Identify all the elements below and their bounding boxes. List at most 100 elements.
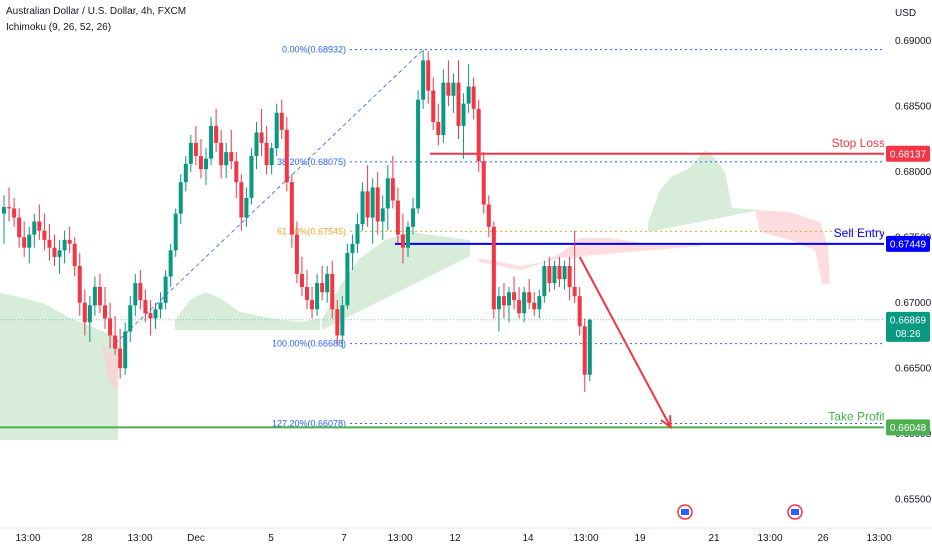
cloud-bullish [0, 293, 118, 440]
cloud-bullish [322, 232, 470, 330]
candle-body [320, 283, 325, 293]
candle-body [436, 121, 441, 136]
price-axis-tick: 0.67000 [895, 298, 932, 309]
candle-body [188, 142, 193, 164]
candle-body [32, 221, 37, 235]
candle-body [395, 200, 400, 235]
candle-body [148, 313, 153, 319]
candle-body [385, 178, 390, 209]
cloud-bearish [478, 238, 700, 270]
candle-body [234, 161, 239, 183]
time-axis-tick: 5 [268, 533, 274, 544]
candle-body [67, 239, 72, 244]
candle-body [471, 86, 476, 109]
candle-body [209, 125, 214, 159]
candle-body [491, 226, 496, 310]
candle-body [2, 207, 6, 214]
candle-body [335, 309, 340, 336]
candle-body [294, 234, 299, 274]
candle-body [542, 266, 547, 297]
candle-body [87, 305, 92, 323]
candle-body [582, 326, 587, 375]
candle-body [42, 230, 47, 240]
candle-body [224, 152, 229, 166]
candle-body [214, 125, 219, 143]
candle-body [133, 283, 138, 306]
candle-body [496, 296, 501, 310]
reference-lines: 0.00%(0.68932) 38.20%(0.68075) 61.80%(0.67… [0, 45, 886, 428]
candle-body [62, 239, 67, 251]
candle-body [128, 305, 133, 332]
price-axis-level-value: 0.66048 [890, 423, 927, 434]
candle-body [103, 305, 107, 319]
candle-body [446, 82, 451, 96]
candle-body [431, 90, 436, 122]
candle-body [244, 197, 249, 218]
candle-body [239, 182, 244, 218]
level-annotation: Sell Entry [834, 226, 885, 240]
candle-body [330, 273, 335, 310]
price-axis-level-tag [886, 235, 930, 252]
candle-body [138, 283, 143, 301]
chart-title: Australian Dollar / U.S. Dollar, 4h, FXC… [6, 6, 187, 17]
candle-body [52, 247, 57, 257]
candle-body [532, 302, 537, 310]
candle-body [370, 187, 375, 218]
time-axis-tick: 13:00 [866, 533, 891, 544]
candle-body [315, 283, 320, 310]
fib-level-label: 127.20%(0.66078) [272, 418, 346, 428]
time-axis-tick: 12 [449, 533, 461, 544]
indicator-label: Ichimoku (9, 26, 52, 26) [6, 22, 112, 33]
candle-body [380, 208, 385, 222]
fib-level-label: 61.80%(0.67545) [277, 226, 346, 236]
candle-body [153, 309, 158, 319]
candle-body [486, 204, 491, 227]
price-axis-level-tag [886, 419, 930, 436]
candle-body [299, 273, 304, 287]
candle-body [22, 237, 27, 248]
candle-body [557, 266, 562, 280]
candle-body [264, 142, 269, 166]
candle-body [522, 292, 527, 314]
candle-body [183, 163, 188, 183]
price-axis-tick: 0.68000 [895, 167, 932, 178]
annotations [578, 256, 803, 520]
cloud-bearish [755, 210, 830, 284]
candle-body [507, 292, 511, 306]
time-axis-tick: 13:00 [15, 533, 40, 544]
time-axis-tick: 21 [708, 533, 720, 544]
candle-body [97, 286, 102, 306]
time-axis-tick: 13:00 [387, 533, 412, 544]
candlestick-series [2, 49, 592, 392]
candle-body [204, 158, 208, 170]
candle-countdown: 08:26 [895, 329, 920, 340]
candle-body [461, 103, 466, 126]
candle-body [406, 226, 410, 248]
candle-body [345, 252, 350, 306]
candle-body [82, 302, 87, 323]
candle-body [12, 208, 17, 218]
candle-body [198, 156, 203, 170]
candle-body [365, 191, 370, 218]
candle-body [567, 266, 572, 287]
price-axis-tick: 0.66500 [895, 364, 932, 375]
last-price-tag [886, 311, 930, 342]
last-price-value: 0.66869 [890, 315, 927, 326]
candle-body [163, 276, 168, 303]
time-axis-tick: 13:00 [573, 533, 598, 544]
candle-body [360, 191, 365, 225]
candle-body [284, 129, 289, 183]
price-axis-level-tag [886, 145, 930, 162]
candle-body [517, 300, 522, 314]
candle-body [310, 300, 315, 310]
candle-body [279, 112, 284, 130]
candle-body [375, 187, 380, 222]
candle-body [249, 156, 254, 198]
candle-body [441, 82, 446, 136]
candle-body [72, 243, 77, 267]
candle-body [390, 178, 395, 201]
candle-body [37, 221, 42, 231]
candle-body [426, 60, 431, 91]
candle-body [572, 286, 577, 297]
